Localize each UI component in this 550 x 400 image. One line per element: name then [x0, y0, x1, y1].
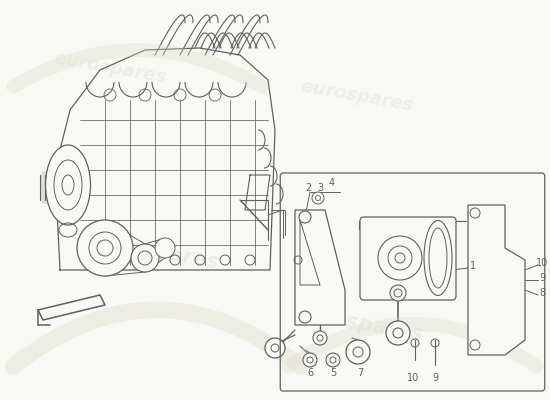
Text: 4: 4: [329, 178, 335, 188]
Text: eurospares: eurospares: [52, 49, 168, 87]
Text: 9: 9: [432, 373, 438, 383]
Circle shape: [299, 311, 311, 323]
Circle shape: [326, 353, 340, 367]
Circle shape: [77, 220, 133, 276]
Text: eurospares: eurospares: [87, 231, 221, 273]
FancyBboxPatch shape: [360, 217, 456, 300]
Circle shape: [470, 340, 480, 350]
Polygon shape: [295, 210, 345, 325]
Circle shape: [470, 208, 480, 218]
Text: 6: 6: [307, 368, 313, 378]
Text: 2: 2: [305, 183, 311, 193]
Ellipse shape: [46, 145, 91, 225]
Circle shape: [155, 238, 175, 258]
Circle shape: [299, 211, 311, 223]
Circle shape: [313, 331, 327, 345]
Text: eurospares: eurospares: [300, 77, 415, 115]
Text: eurospares: eurospares: [291, 303, 424, 345]
Text: 1: 1: [470, 261, 476, 271]
Text: 10: 10: [536, 258, 548, 268]
Text: 3: 3: [317, 183, 323, 193]
Circle shape: [346, 340, 370, 364]
Ellipse shape: [424, 220, 452, 296]
Text: 9: 9: [539, 273, 545, 283]
Circle shape: [312, 192, 324, 204]
Polygon shape: [468, 205, 525, 355]
Text: 7: 7: [357, 368, 363, 378]
Text: 10: 10: [407, 373, 419, 383]
Circle shape: [131, 244, 159, 272]
Circle shape: [390, 285, 406, 301]
Text: 8: 8: [539, 288, 545, 298]
Circle shape: [378, 236, 422, 280]
Circle shape: [265, 338, 285, 358]
Circle shape: [303, 353, 317, 367]
Circle shape: [386, 321, 410, 345]
Text: 5: 5: [330, 368, 336, 378]
